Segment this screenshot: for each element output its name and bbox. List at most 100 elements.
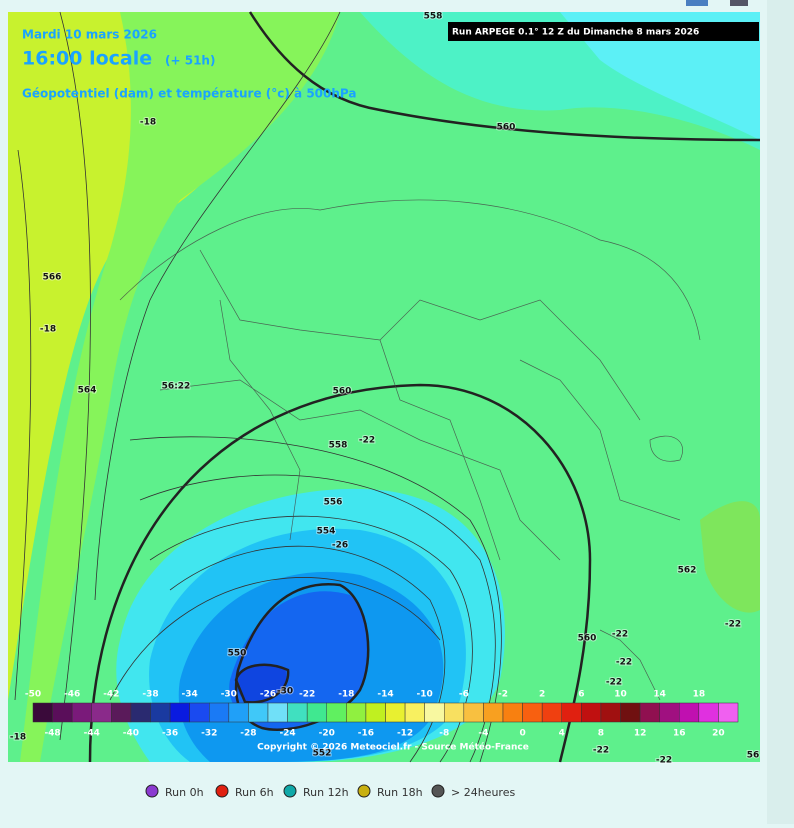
contour-label: 566 [43, 273, 62, 283]
scale-swatch [679, 702, 700, 723]
contour-label: 552 [313, 749, 332, 759]
scale-swatch [541, 702, 563, 723]
copyright: Copyright © 2026 Meteociel.fr - Source M… [257, 742, 529, 753]
scale-swatch [306, 702, 327, 723]
scale-swatch [600, 702, 621, 723]
scale-label: -22 [299, 690, 315, 700]
run-dot [145, 784, 159, 798]
scale-swatch [718, 702, 739, 723]
scale-swatch [639, 702, 660, 723]
scale-swatch [365, 702, 386, 723]
run-dot [283, 784, 297, 798]
run-label: Run 12h [303, 786, 349, 799]
scale-label: -30 [221, 690, 237, 700]
scale-swatch [209, 702, 230, 723]
contour-label: 554 [317, 527, 336, 537]
scale-swatch [32, 702, 53, 723]
scale-label: -50 [25, 690, 41, 700]
scale-swatch [483, 702, 504, 723]
color-scale: -50 -46 -42 -38 -34 -30 -26 -22 -18 -14 -10 -6 -2 2 6 1… [25, 690, 739, 739]
field: Géopotentiel (dam) et température (°c) à… [22, 87, 357, 101]
scale-swatch [522, 702, 543, 723]
contour-label: -22 [593, 746, 609, 756]
scale-label: -20 [319, 729, 335, 739]
run-dot [357, 784, 371, 798]
scale-label: 8 [598, 729, 604, 739]
scale-swatch [287, 702, 308, 723]
scale-label: -38 [142, 690, 158, 700]
scale-label: -2 [498, 690, 508, 700]
scale-swatch [169, 702, 190, 723]
scale-swatch [248, 702, 269, 723]
contour-label: 562 [678, 566, 697, 576]
contour-label: -22 [359, 436, 375, 446]
scale-swatch [111, 702, 132, 723]
run-label: Run 6h [235, 786, 274, 799]
scale-label: 10 [614, 690, 627, 700]
run-label: > 24heures [451, 786, 515, 799]
scale-swatch [463, 702, 484, 723]
scale-swatch [267, 702, 288, 723]
scale-label: 2 [539, 690, 545, 700]
contour-label: 558 [424, 12, 443, 22]
scale-swatch [52, 702, 73, 723]
scale-label: -28 [240, 729, 256, 739]
scale-label: 6 [578, 690, 584, 700]
scale-swatch [581, 702, 602, 723]
run-dot [215, 784, 229, 798]
scale-label: 16 [673, 729, 686, 739]
contour-label: 564 [78, 386, 97, 396]
scale-swatch [698, 702, 719, 723]
map [8, 11, 761, 763]
scale-label: 12 [634, 729, 647, 739]
scale-swatch [561, 702, 582, 723]
contour-label: 556 [324, 498, 343, 508]
run-box [448, 22, 759, 41]
run-label: Run 18h [377, 786, 423, 799]
scale-swatch [385, 702, 406, 723]
run-info: Run ARPEGE 0.1° 12 Z du Dimanche 8 mars … [452, 28, 699, 38]
scale-label: 14 [653, 690, 666, 700]
contour-label: 560 [578, 634, 597, 644]
scale-label: 20 [712, 729, 725, 739]
scale-swatch [659, 702, 680, 723]
scale-label: -4 [478, 729, 488, 739]
date: Mardi 10 mars 2026 [22, 28, 157, 42]
scale-swatch [150, 702, 171, 723]
scale-label: -36 [162, 729, 178, 739]
contour-label: -22 [725, 620, 741, 630]
contour-label: -18 [40, 325, 56, 335]
run-dot [431, 784, 445, 798]
scale-label: 4 [559, 729, 565, 739]
scale-label: -48 [44, 729, 60, 739]
scale-swatch [130, 702, 151, 723]
contour-label: 558 [329, 441, 348, 451]
scale-label: -14 [377, 690, 393, 700]
lead-time: (+ 51h) [165, 54, 215, 68]
scale-label: -42 [103, 690, 119, 700]
scale-swatch [444, 702, 465, 723]
scale-label: -18 [338, 690, 354, 700]
scale-label: -32 [201, 729, 217, 739]
run-legend: Run 0h Run 6h Run 12h Run 18h > 24heures [145, 784, 515, 799]
scale-label: -6 [459, 690, 469, 700]
contour-label: 560 [497, 123, 516, 133]
icon [686, 0, 708, 6]
scale-swatch [424, 702, 445, 723]
scale-swatch [326, 702, 347, 723]
side-strip [767, 0, 794, 824]
scale-swatch [71, 702, 92, 723]
scale-label: -44 [84, 729, 100, 739]
contour-label: -26 [332, 541, 348, 551]
scale-swatch [404, 702, 425, 723]
scale-label: -8 [439, 729, 449, 739]
scale-label: -10 [417, 690, 433, 700]
scale-swatch [91, 702, 112, 723]
scale-label: 18 [693, 690, 706, 700]
contour-label: 550 [228, 649, 247, 659]
scale-label: 0 [519, 729, 525, 739]
contour-label: -18 [140, 118, 156, 128]
scale-label: -46 [64, 690, 80, 700]
